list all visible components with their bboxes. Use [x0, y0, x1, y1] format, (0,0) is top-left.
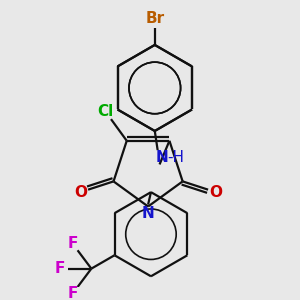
Text: N: N [156, 150, 169, 165]
Text: -H: -H [167, 150, 184, 165]
Text: Cl: Cl [97, 104, 113, 119]
Text: O: O [209, 184, 222, 200]
Text: F: F [67, 286, 78, 300]
Text: F: F [67, 236, 78, 251]
Text: F: F [55, 261, 65, 276]
Text: Br: Br [145, 11, 164, 26]
Text: O: O [74, 184, 87, 200]
Text: N: N [142, 206, 154, 221]
